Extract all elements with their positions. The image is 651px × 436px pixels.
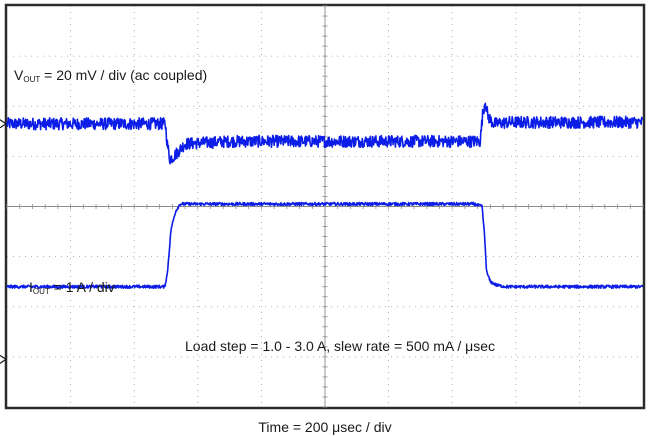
iout-channel-marker xyxy=(0,354,8,364)
iout-scale: = 1 A / div xyxy=(50,279,115,295)
vout-channel-marker xyxy=(0,119,8,129)
grid xyxy=(6,5,644,408)
iout-label: IOUT = 1 A / div xyxy=(29,279,115,296)
vout-subscript: OUT xyxy=(23,75,40,84)
iout-trace xyxy=(6,201,644,289)
x-axis-label: Time = 200 μsec / div xyxy=(258,419,391,435)
iout-symbol: I xyxy=(29,279,33,295)
vout-symbol: V xyxy=(14,67,24,83)
vout-scale: = 20 mV / div (ac coupled) xyxy=(40,67,207,83)
vout-trace xyxy=(6,102,644,165)
traces xyxy=(0,102,644,364)
plot-area xyxy=(0,3,646,410)
iout-subscript: OUT xyxy=(33,287,50,296)
load-step-annotation: Load step = 1.0 - 3.0 A, slew rate = 500… xyxy=(185,338,495,354)
vout-label: VOUT = 20 mV / div (ac coupled) xyxy=(14,67,207,84)
